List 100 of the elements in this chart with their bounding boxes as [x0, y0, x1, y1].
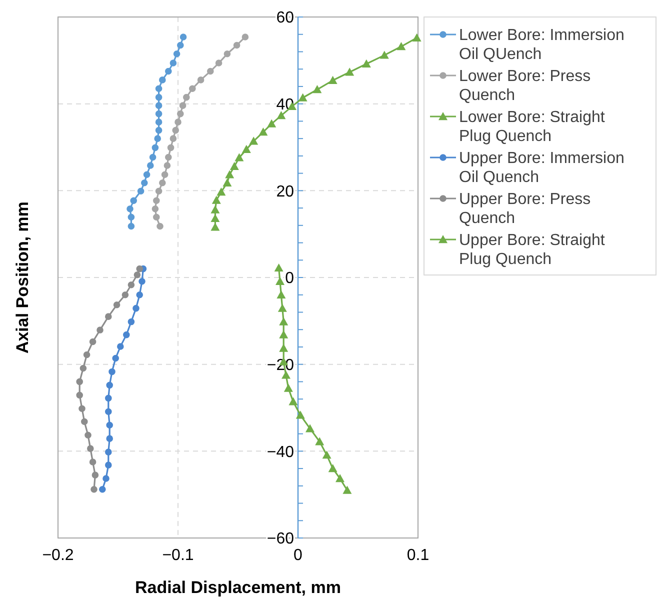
point [152, 144, 159, 152]
point [197, 76, 204, 84]
point [170, 135, 177, 142]
point [128, 318, 135, 326]
x-tick-label: −0.1 [162, 547, 194, 564]
point [207, 68, 214, 75]
point [328, 464, 338, 472]
point [106, 422, 113, 429]
point [167, 144, 174, 152]
point [90, 486, 98, 493]
y-tick-label: 0 [285, 270, 294, 288]
point [306, 424, 314, 432]
point [106, 435, 113, 442]
point [225, 170, 234, 178]
point [177, 110, 184, 118]
point [154, 135, 161, 142]
point [276, 290, 286, 298]
point [298, 93, 308, 102]
point [212, 196, 221, 204]
point [123, 331, 130, 338]
point [99, 486, 106, 493]
point [147, 162, 154, 169]
point [412, 33, 422, 42]
point [128, 222, 135, 230]
point [117, 343, 124, 350]
point [215, 60, 222, 66]
point [210, 205, 220, 214]
point [105, 408, 112, 416]
point [138, 278, 146, 285]
point [134, 271, 141, 278]
point [106, 382, 113, 389]
point [128, 214, 135, 221]
point [267, 119, 276, 128]
point [362, 59, 371, 68]
x-axis-title: Radial Displacement, mm [135, 578, 341, 597]
point [141, 179, 148, 186]
point [159, 76, 166, 84]
point [315, 437, 324, 446]
point [161, 171, 168, 178]
point [76, 378, 83, 386]
point [132, 304, 140, 312]
point [136, 291, 143, 298]
point [155, 118, 162, 126]
point [155, 85, 162, 92]
point [396, 42, 406, 50]
legend-label: Lower Bore: Press Quench [459, 68, 591, 104]
point [258, 128, 268, 136]
point [336, 474, 344, 482]
point [153, 197, 160, 204]
point [312, 85, 322, 94]
point [174, 118, 182, 126]
point [165, 154, 172, 161]
point [172, 126, 179, 134]
point [274, 263, 284, 272]
point [322, 450, 332, 459]
y-axis-title: Axial Position, mm [13, 201, 32, 354]
x-tick-label: −0.2 [42, 547, 74, 564]
point [189, 85, 196, 92]
point [216, 187, 226, 196]
point [345, 68, 354, 76]
legend-label: Lower Bore: Straight Plug Quench [459, 109, 606, 145]
point [249, 136, 258, 145]
point [288, 397, 298, 406]
point [152, 206, 159, 212]
point [177, 42, 184, 49]
point [180, 34, 187, 40]
point [155, 102, 162, 109]
point [183, 94, 190, 101]
point [105, 448, 112, 456]
point [165, 68, 172, 75]
y-tick-label: −40 [266, 444, 294, 461]
point [155, 188, 162, 194]
point [130, 197, 137, 204]
point [156, 222, 164, 230]
legend-label: Lower Bore: Immersion Oil QUench [459, 27, 624, 63]
point [328, 76, 338, 84]
point [279, 344, 288, 352]
point [76, 392, 83, 399]
point [87, 445, 94, 452]
y-tick-label: −60 [266, 530, 294, 548]
point [234, 153, 244, 162]
point [105, 462, 112, 468]
point [113, 301, 120, 308]
point [155, 110, 162, 118]
point [84, 432, 92, 439]
point [224, 50, 231, 58]
point [164, 162, 171, 169]
point [92, 472, 99, 478]
point [128, 281, 135, 288]
y-tick-label: 20 [276, 183, 294, 200]
point [155, 94, 162, 101]
point [342, 486, 352, 494]
point [96, 326, 104, 334]
point [155, 126, 162, 134]
point [170, 60, 177, 66]
point [80, 364, 87, 372]
point [276, 276, 284, 286]
point [242, 144, 251, 154]
point [153, 214, 160, 221]
point [284, 384, 293, 392]
